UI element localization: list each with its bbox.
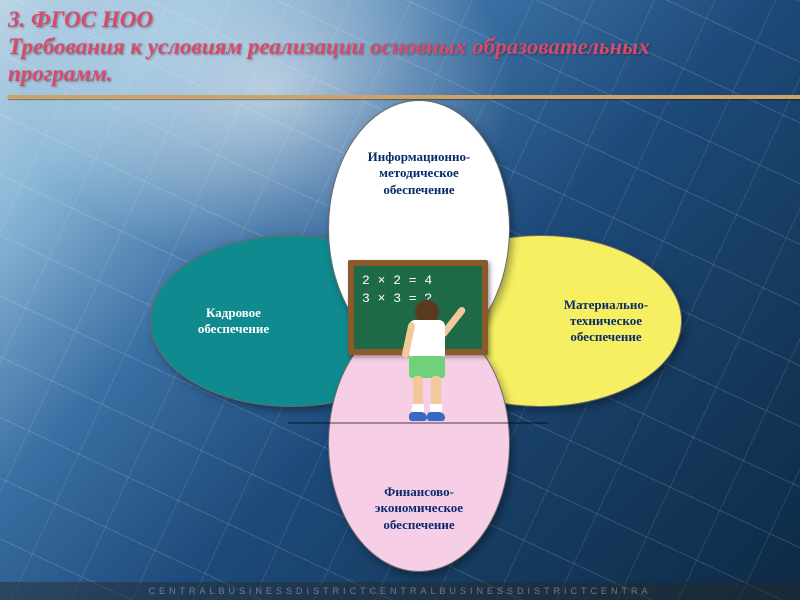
child-shoe-2: [427, 412, 445, 421]
petal-left-label: Кадровоеобеспечение: [190, 297, 277, 346]
child-figure: [405, 300, 445, 420]
header: 3. ФГОС НОО Требования к условиям реализ…: [8, 6, 792, 99]
petal-right-label: Материально-техническоеобеспечение: [556, 289, 656, 354]
child-shorts: [409, 356, 445, 378]
chalkboard-line-1: 2 × 2 = 4: [362, 272, 474, 290]
petal-top-label: Информационно-методическоеобеспечение: [360, 141, 479, 206]
child-shoe-1: [409, 412, 427, 421]
title-line-1: 3. ФГОС НОО: [8, 6, 792, 33]
petal-bottom-label: Финансово-экономическоеобеспечение: [367, 476, 471, 541]
slide: 3. ФГОС НОО Требования к условиям реализ…: [0, 0, 800, 600]
venn-diagram: Кадровоеобеспечение Материально-техничес…: [150, 105, 670, 575]
title-line-2: Требования к условиям реализации основны…: [8, 33, 792, 60]
floor-line: [288, 422, 548, 424]
footer-strip: CENTRALBUSINESSDISTRICTCENTRALBUSINESSDI…: [0, 582, 800, 600]
header-rule: [8, 95, 800, 99]
title-line-3: программ.: [8, 60, 792, 87]
classroom-illustration: 2 × 2 = 4 3 × 3 = ?: [343, 260, 493, 410]
